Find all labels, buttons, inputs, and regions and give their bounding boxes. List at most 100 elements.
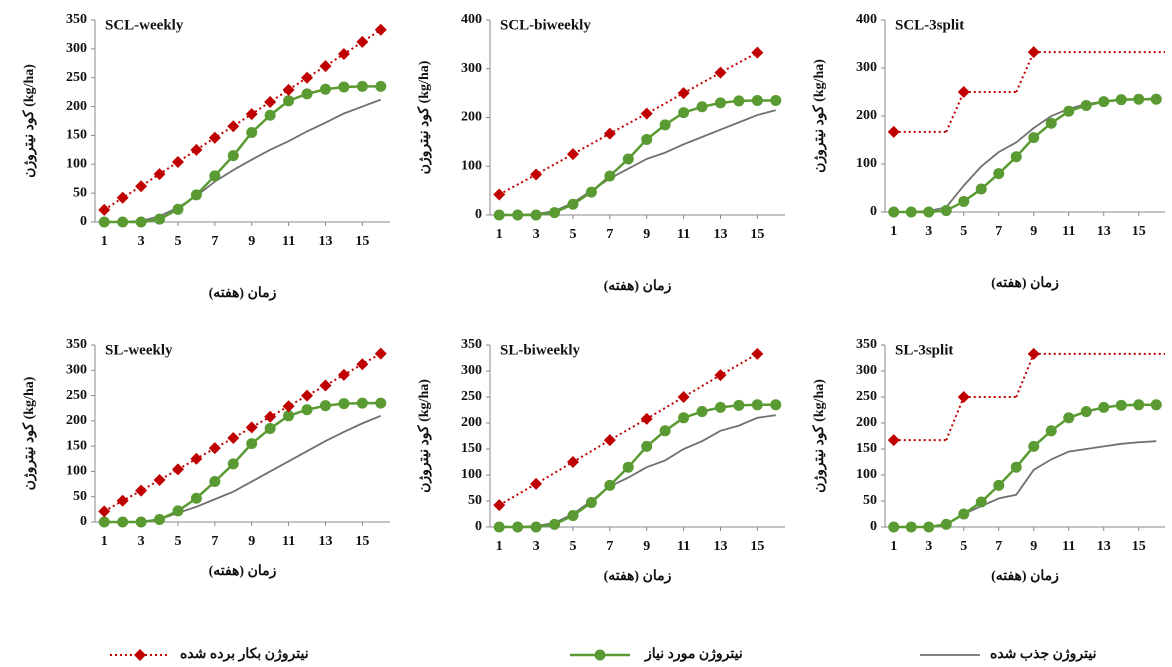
x-tick-label: 13	[713, 227, 727, 242]
circle-marker	[356, 397, 368, 409]
diamond-marker	[374, 23, 387, 36]
circle-marker	[301, 404, 313, 416]
diamond-marker	[153, 168, 166, 181]
x-tick-label: 3	[138, 234, 145, 249]
circle-marker	[154, 513, 166, 525]
chart-title: SCL-biweekly	[500, 17, 591, 33]
diamond-marker	[887, 125, 900, 138]
circle-marker	[751, 399, 763, 411]
series-line	[893, 97, 1157, 213]
diamond-marker	[245, 421, 258, 434]
circle-marker	[958, 508, 970, 520]
x-tick-label: 7	[211, 234, 218, 249]
circle-marker	[1028, 440, 1040, 452]
y-tick-label: 200	[461, 110, 482, 125]
x-tick-label: 13	[713, 539, 727, 554]
y-tick-label: 0	[80, 214, 87, 229]
diamond-marker	[227, 432, 240, 445]
y-tick-label: 400	[461, 12, 482, 27]
y-tick-label: 100	[856, 467, 877, 482]
y-tick-label: 250	[461, 389, 482, 404]
x-tick-label: 7	[995, 539, 1002, 554]
circle-marker	[301, 88, 313, 100]
diamond-marker	[245, 108, 258, 121]
y-tick-label: 100	[461, 158, 482, 173]
circle-marker	[993, 479, 1005, 491]
x-tick-label: 3	[925, 539, 932, 554]
diamond-marker	[751, 46, 764, 59]
y-tick-label: 350	[66, 12, 87, 27]
y-tick-label: 250	[66, 70, 87, 85]
circle-marker	[264, 109, 276, 121]
circle-marker	[585, 186, 597, 198]
x-axis-label: زمان (هفته)	[604, 569, 672, 584]
y-tick-label: 350	[856, 337, 877, 352]
circle-marker	[714, 401, 726, 413]
circle-marker	[512, 521, 524, 533]
x-tick-label: 13	[1097, 539, 1111, 554]
diamond-marker	[677, 391, 690, 403]
y-tick-label: 150	[856, 441, 877, 456]
diamond-marker	[135, 180, 148, 193]
diamond-marker	[640, 107, 653, 120]
x-axis-label: زمان (هفته)	[991, 276, 1059, 291]
x-tick-label: 3	[533, 539, 540, 554]
circle-marker	[604, 170, 616, 182]
x-tick-label: 9	[643, 227, 650, 242]
x-tick-label: 1	[496, 227, 503, 242]
x-tick-label: 15	[355, 534, 369, 549]
y-tick-label: 300	[856, 363, 877, 378]
circle-marker	[1045, 117, 1057, 129]
x-tick-label: 5	[174, 534, 181, 549]
diamond-marker	[493, 499, 506, 512]
circle-marker	[1063, 412, 1075, 424]
circle-marker	[135, 216, 147, 228]
diamond-marker	[751, 347, 764, 360]
circle-marker	[154, 213, 166, 225]
y-tick-label: 100	[66, 157, 87, 172]
series-line	[499, 109, 777, 216]
diamond-marker	[264, 410, 277, 423]
series-line	[103, 352, 382, 513]
y-tick-label: 150	[66, 128, 87, 143]
y-tick-label: 250	[856, 389, 877, 404]
x-tick-label: 3	[925, 224, 932, 239]
circle-marker	[622, 461, 634, 473]
diamond-marker	[171, 155, 184, 168]
circle-marker	[375, 397, 387, 409]
x-tick-label: 9	[1030, 539, 1037, 554]
circle-marker	[227, 458, 239, 470]
x-tick-label: 1	[496, 539, 503, 554]
diamond-marker	[208, 131, 221, 144]
circle-marker	[1028, 132, 1040, 144]
series-line	[499, 99, 776, 217]
diamond-marker	[1027, 46, 1040, 59]
circle-marker	[975, 496, 987, 508]
diamond-marker	[301, 71, 314, 84]
x-tick-label: 11	[1062, 539, 1075, 554]
series-line	[104, 98, 382, 223]
circle-marker	[338, 81, 350, 93]
circle-marker	[940, 518, 952, 530]
circle-marker	[135, 516, 147, 528]
chart-title: SL-3split	[895, 342, 953, 358]
circle-marker	[905, 521, 917, 533]
diamond-marker	[282, 83, 295, 96]
x-tick-label: 13	[318, 534, 332, 549]
diamond-marker	[337, 368, 350, 381]
diamond-marker	[714, 66, 727, 79]
x-tick-label: 11	[677, 227, 690, 242]
circle-marker	[1098, 401, 1110, 413]
y-tick-label: 300	[66, 41, 87, 56]
x-tick-label: 3	[138, 534, 145, 549]
circle-marker	[1133, 399, 1145, 411]
y-tick-label: 0	[475, 207, 482, 222]
x-tick-label: 11	[282, 234, 295, 249]
y-tick-label: 200	[856, 415, 877, 430]
series-line	[893, 403, 1157, 529]
circle-marker	[283, 95, 295, 107]
y-tick-label: 250	[66, 388, 87, 403]
circle-marker	[888, 521, 900, 533]
